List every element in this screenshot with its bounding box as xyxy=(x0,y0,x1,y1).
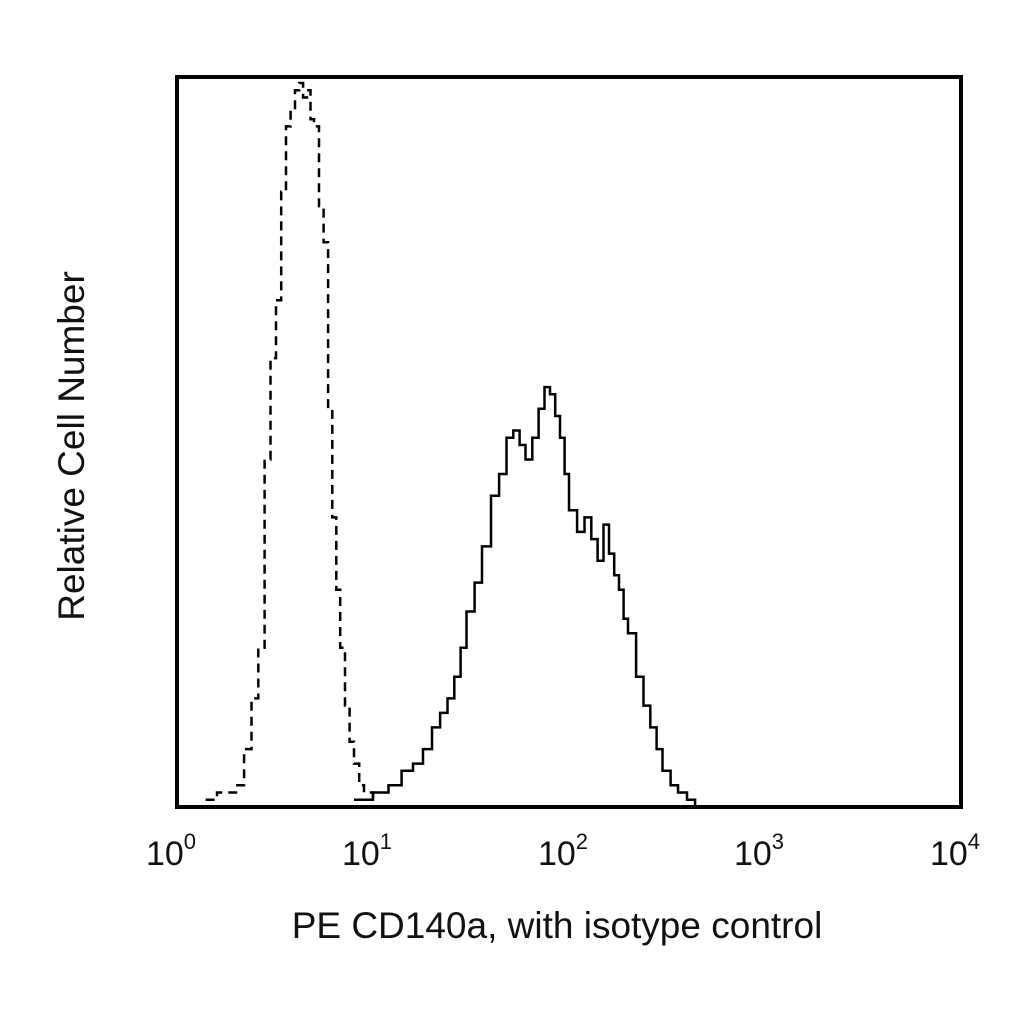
x-tick-base: 10 xyxy=(734,835,772,873)
x-tick-exponent: 2 xyxy=(576,829,588,854)
x-tick-exponent: 1 xyxy=(380,829,392,854)
x-tick-label: 102 xyxy=(538,829,588,873)
x-tick-exponent: 4 xyxy=(968,829,980,854)
x-tick-exponent: 0 xyxy=(184,829,196,854)
x-tick-base: 10 xyxy=(538,835,576,873)
plot-frame xyxy=(175,75,963,809)
x-tick-exponent: 3 xyxy=(772,829,784,854)
x-tick-base: 10 xyxy=(342,835,380,873)
x-tick-label: 104 xyxy=(930,829,980,873)
x-tick-base: 10 xyxy=(930,835,968,873)
x-tick-label: 100 xyxy=(146,829,196,873)
y-axis-label: Relative Cell Number xyxy=(51,271,92,621)
series-layer xyxy=(205,81,697,807)
x-tick-base: 10 xyxy=(146,835,184,873)
x-tick-label: 103 xyxy=(734,829,784,873)
x-tick-layer: 100 101 102 103 104 xyxy=(146,829,980,873)
cd140a-histogram xyxy=(354,385,697,807)
x-axis-label: PE CD140a, with isotype control xyxy=(292,905,823,946)
x-tick-label: 101 xyxy=(342,829,392,873)
isotype-control-histogram xyxy=(205,81,375,802)
